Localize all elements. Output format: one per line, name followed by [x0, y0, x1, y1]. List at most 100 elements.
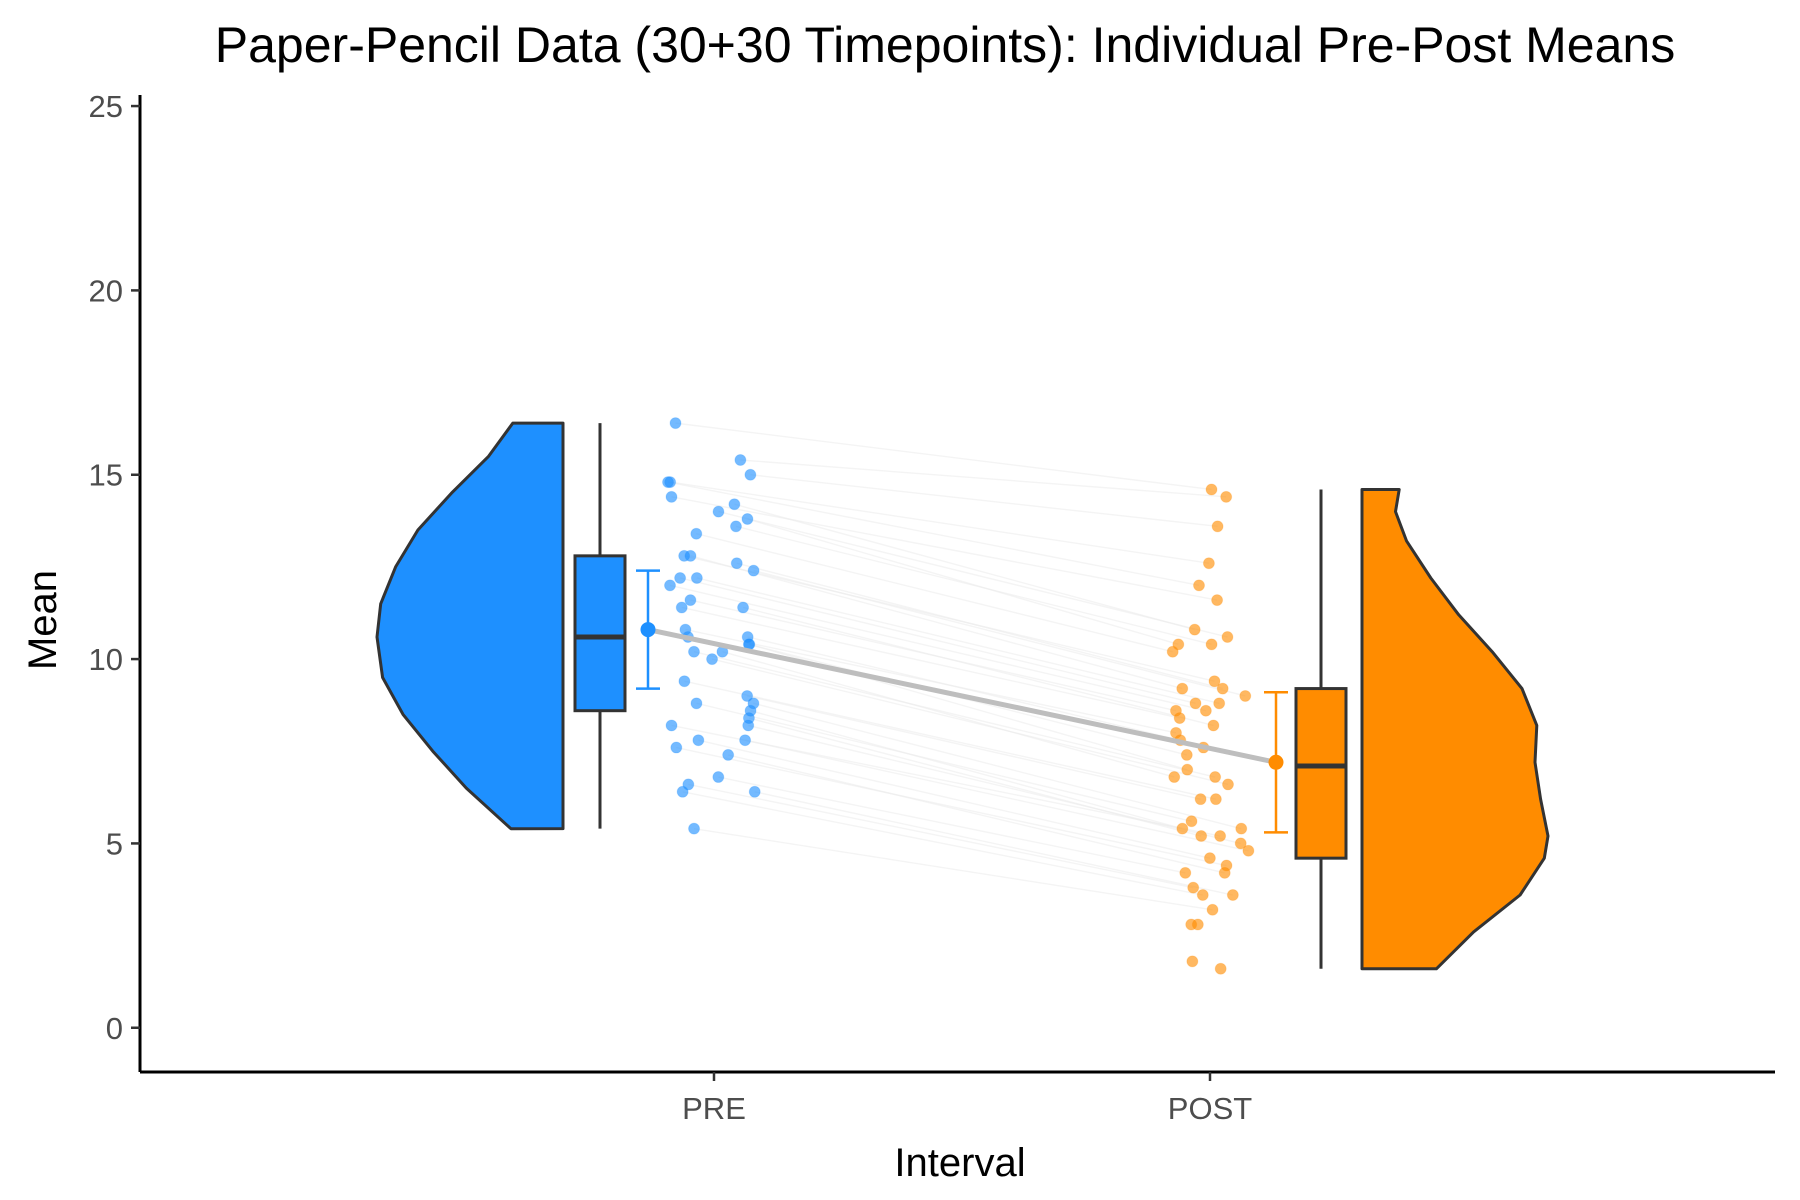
- paired-line: [740, 459, 1227, 498]
- post-data-point: [1213, 697, 1226, 710]
- post-data-point: [1205, 483, 1218, 496]
- paired-line: [682, 791, 1203, 896]
- post-data-point: [1216, 682, 1229, 695]
- paired-line: [753, 569, 1246, 697]
- paired-line: [744, 739, 1249, 852]
- post-data-point: [1206, 903, 1219, 916]
- post-data-point: [1205, 638, 1218, 651]
- pre-data-point: [665, 490, 678, 503]
- pre-data-point: [739, 734, 752, 747]
- post-data-point: [1208, 675, 1221, 688]
- paired-line: [736, 562, 1223, 690]
- paired-line: [688, 783, 1194, 889]
- chart-title: Paper-Pencil Data (30+30 Timepoints): In…: [215, 17, 1675, 73]
- post-data-point: [1185, 815, 1198, 828]
- x-tick-label: POST: [1168, 1091, 1252, 1126]
- paired-line: [735, 525, 1212, 646]
- paired-line: [671, 496, 1218, 601]
- pre-data-point: [748, 785, 761, 798]
- y-tick-label: 15: [89, 458, 123, 493]
- post-data-point: [1218, 866, 1231, 879]
- post-data-point: [1235, 822, 1248, 835]
- post-data-point: [1180, 748, 1193, 761]
- post-data-point: [1194, 793, 1207, 806]
- pre-data-point: [730, 557, 743, 570]
- paired-line: [676, 746, 1227, 867]
- paired-line: [747, 636, 1181, 741]
- post-data-point: [1239, 689, 1252, 702]
- paired-line: [690, 555, 1183, 690]
- pre-data-point: [690, 571, 703, 584]
- post-data-point: [1203, 852, 1216, 865]
- paired-line: [753, 702, 1242, 830]
- y-tick-label: 10: [89, 642, 123, 677]
- post-data-point: [1220, 490, 1233, 503]
- pre-data-point: [684, 594, 697, 607]
- post-mean-point: [1268, 754, 1284, 770]
- post-data-point: [1221, 630, 1234, 643]
- post-density-cloud: [1360, 487, 1550, 971]
- y-tick-label: 0: [106, 1011, 123, 1046]
- paired-line: [747, 518, 1179, 646]
- paired-line: [681, 606, 1180, 719]
- pre-density-cloud: [375, 421, 565, 831]
- paired-line: [675, 422, 1212, 491]
- pre-data-point: [734, 453, 747, 466]
- pre-data-point: [690, 697, 703, 710]
- post-data-point: [1209, 771, 1222, 784]
- paired-line: [696, 577, 1220, 705]
- post-data-point: [1199, 704, 1212, 717]
- post-data-point: [1168, 771, 1181, 784]
- paired-line: [669, 584, 1207, 712]
- paired-line: [711, 658, 1229, 786]
- post-data-point: [1173, 712, 1186, 725]
- paired-line: [748, 724, 1241, 845]
- post-data-point: [1211, 594, 1224, 607]
- pre-data-point: [692, 734, 705, 747]
- pre-data-point: [678, 675, 691, 688]
- mean-connection-line: [647, 627, 1277, 765]
- paired-line: [684, 680, 1217, 800]
- paired-line: [728, 754, 1225, 874]
- paired-line: [746, 695, 1201, 800]
- paired-line: [696, 702, 1192, 822]
- post-data-point: [1186, 955, 1199, 968]
- paired-line: [754, 791, 1233, 896]
- pre-data-point: [744, 468, 757, 481]
- post-data-point: [1226, 889, 1239, 902]
- y-tick-label: 5: [106, 826, 123, 861]
- pre-box: [573, 554, 627, 713]
- pre-data-point: [675, 601, 688, 614]
- pre-data-point: [670, 741, 683, 754]
- pre-data-point: [674, 571, 687, 584]
- post-data-point: [1234, 837, 1247, 850]
- y-tick-label: 25: [89, 89, 123, 124]
- post-data-point: [1202, 557, 1215, 570]
- post-data-point: [1209, 793, 1222, 806]
- post-data-point: [1214, 962, 1227, 975]
- pre-data-point: [665, 719, 678, 732]
- post-data-point: [1211, 520, 1224, 533]
- post-data-point: [1176, 822, 1189, 835]
- post-data-point: [1166, 645, 1179, 658]
- paired-line: [734, 503, 1195, 631]
- pre-data-point: [742, 719, 755, 732]
- paired-line: [670, 481, 1210, 564]
- paired-line: [667, 481, 1200, 587]
- axes: 0 5 10 15 20 25 PRE POST: [89, 89, 1775, 1126]
- paired-line: [693, 651, 1216, 778]
- pre-data-point: [687, 645, 700, 658]
- pre-data-point: [662, 476, 675, 489]
- paired-line: [742, 606, 1214, 727]
- post-data-point: [1214, 830, 1227, 843]
- pre-data-point: [729, 520, 742, 533]
- pre-data-point: [676, 785, 689, 798]
- x-tick-label: PRE: [682, 1091, 746, 1126]
- post-data-point: [1207, 719, 1220, 732]
- paired-line: [698, 739, 1211, 859]
- pre-data-point: [712, 771, 725, 784]
- pre-data-point: [728, 498, 741, 511]
- pre-data-point: [664, 579, 677, 592]
- paired-line: [722, 651, 1175, 778]
